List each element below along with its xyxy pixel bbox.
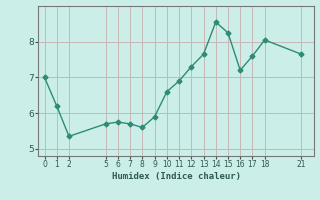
X-axis label: Humidex (Indice chaleur): Humidex (Indice chaleur): [111, 172, 241, 181]
